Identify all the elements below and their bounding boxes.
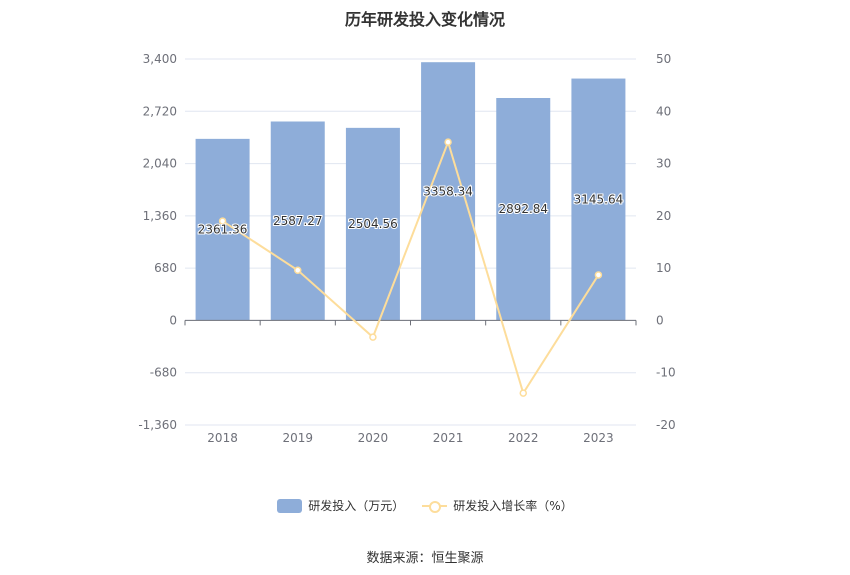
y-left-tick-label: -680 [150,366,177,380]
y-axis-left: 3,400 2,720 2,040 1,360 680 0 -680 -1,360 [138,52,177,432]
bar [496,97,551,321]
y-left-tick-label: 2,720 [143,104,177,118]
line-point [594,271,603,279]
y-axis-right: 50 40 30 20 10 0 -10 -20 [656,52,676,432]
line-point [519,389,527,397]
y-right-tick-label: 20 [656,209,671,223]
y-left-tick-label: 2,040 [143,157,177,171]
legend-line-swatch [422,499,448,513]
y-right-tick-label: -10 [656,366,676,380]
y-right-tick-label: 30 [656,157,671,171]
legend-line-label: 研发投入增长率（%） [453,499,573,513]
x-tick-label: 2018 [207,431,238,445]
legend-bar-label: 研发投入（万元） [308,499,405,513]
legend: 研发投入（万元） 研发投入增长率（%） [0,497,850,514]
data-source: 数据来源：恒生聚源 [366,551,484,566]
bar [571,78,626,321]
y-right-tick-label: -20 [656,418,676,432]
line-point [444,138,452,146]
line-point [218,217,227,225]
legend-bar-swatch [277,498,303,513]
bar-labels: 2361.36 2587.27 2504.56 3358.34 2892.84 3145.… [197,183,624,237]
bar-value-label: 3358.34 [423,184,473,198]
bar-value-label: 2504.56 [348,217,398,231]
x-tick-label: 2019 [282,431,313,445]
x-axis: 2018 2019 2020 2021 2022 2023 [184,319,637,445]
x-tick-label: 2020 [358,431,389,445]
growth-line [222,139,600,396]
legend-item-bar[interactable]: 研发投入（万元） [277,497,404,514]
line-point [369,333,377,341]
y-right-tick-label: 0 [656,313,664,327]
legend-item-line[interactable]: 研发投入增长率（%） [422,497,573,514]
x-tick-label: 2023 [583,431,614,445]
bar [195,138,250,321]
bar-series [195,62,626,321]
x-tick-label: 2021 [433,431,464,445]
grid-lines [185,58,636,426]
bar-value-label: 3145.64 [574,192,624,206]
y-right-tick-label: 10 [656,261,671,275]
line-point [294,266,302,274]
y-left-tick-label: 3,400 [143,52,177,66]
bar-value-label: 2892.84 [498,202,548,216]
line-series [218,138,603,397]
y-left-tick-label: 1,360 [143,209,177,223]
x-tick-label: 2022 [508,431,539,445]
chart-title: 历年研发投入变化情况 [344,10,505,29]
y-left-tick-label: 0 [169,313,177,327]
y-right-tick-label: 50 [656,52,671,66]
y-left-tick-label: -1,360 [138,418,177,432]
bar-value-label: 2361.36 [198,223,248,237]
bar-value-label: 2587.27 [273,214,323,228]
y-left-tick-label: 680 [154,261,177,275]
y-right-tick-label: 40 [656,104,671,118]
